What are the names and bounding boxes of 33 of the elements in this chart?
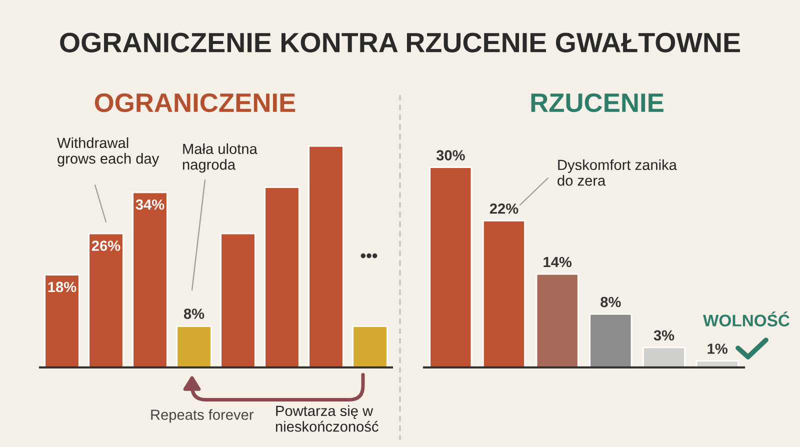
data-label: 22% bbox=[490, 203, 518, 214]
bar bbox=[220, 232, 256, 368]
data-label: 18% bbox=[48, 282, 76, 292]
annotation: ••• bbox=[360, 253, 378, 258]
bar bbox=[429, 166, 472, 368]
bar bbox=[308, 145, 344, 368]
data-label: 8% bbox=[600, 296, 621, 308]
bar bbox=[132, 192, 168, 368]
chart-title: OGRANICZENIE bbox=[94, 93, 296, 112]
bar bbox=[176, 326, 212, 368]
bar bbox=[352, 326, 388, 368]
data-label: 8% bbox=[184, 308, 204, 319]
data-label: 30% bbox=[436, 150, 465, 160]
annotation: Dyskomfort zanika do zera bbox=[558, 159, 677, 186]
annotation: Mała ulotna nagroda bbox=[182, 143, 258, 173]
data-label: 1% bbox=[708, 344, 728, 354]
chart-title: RZUCENIE bbox=[531, 93, 664, 112]
data-label: 14% bbox=[544, 256, 572, 268]
bar bbox=[88, 232, 124, 368]
text: Repeats forever bbox=[151, 409, 254, 423]
annotation: WOLNOŚĆ bbox=[702, 312, 790, 326]
text: OGRANICZENIE KONTRA RZUCENIE GWAŁTOWNE bbox=[60, 32, 740, 52]
bar bbox=[264, 186, 300, 368]
bar bbox=[642, 346, 686, 368]
bar bbox=[482, 220, 526, 368]
annotation: Withdrawal grows each day bbox=[57, 137, 160, 167]
text: Powtarza się w nieskończoność bbox=[276, 405, 378, 432]
bar bbox=[589, 313, 632, 368]
data-label: 26% bbox=[92, 240, 120, 251]
data-label: 34% bbox=[136, 199, 164, 210]
bar bbox=[44, 274, 80, 368]
bar bbox=[536, 273, 579, 368]
data-label: 3% bbox=[654, 330, 674, 341]
